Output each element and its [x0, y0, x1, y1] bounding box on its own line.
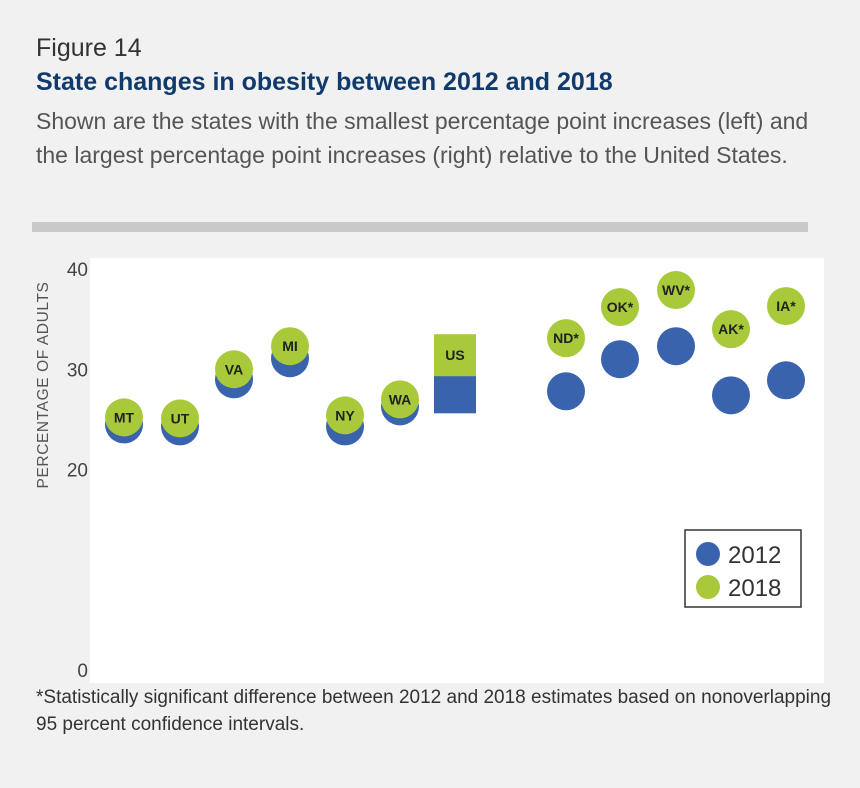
point-2018: [712, 310, 750, 349]
point-2018: [381, 380, 419, 419]
point-label: OK*: [607, 299, 634, 315]
legend-label-2018: 2018: [728, 575, 781, 602]
figure-label: Figure 14: [36, 34, 142, 62]
chart-subtitle: Shown are the states with the smallest p…: [36, 108, 809, 168]
point-label: WV*: [662, 282, 691, 298]
legend-marker-2012: [696, 542, 720, 566]
point-2012: [657, 327, 695, 366]
point-label: MT: [114, 409, 135, 425]
point-label: US: [445, 347, 464, 363]
point-label: UT: [171, 410, 190, 426]
point-label: NY: [335, 407, 355, 423]
point-2012: [601, 340, 639, 379]
point-2018: [767, 287, 805, 326]
point-2018: [657, 271, 695, 310]
y-tick-label: 40: [67, 260, 88, 281]
point-2012: [547, 372, 585, 411]
point-2012-us-square: [434, 371, 476, 414]
point-2018: [547, 319, 585, 358]
point-label: AK*: [718, 321, 744, 337]
plot-area: [90, 258, 824, 683]
divider: [32, 222, 808, 232]
point-2012: [767, 361, 805, 400]
point-2018-us-square: [434, 334, 476, 377]
point-2018: [215, 350, 253, 389]
point-label: IA*: [776, 298, 796, 314]
point-label: WA: [389, 391, 412, 407]
point-2018: [326, 396, 364, 435]
chart-title: State changes in obesity between 2012 an…: [36, 68, 613, 96]
point-2018: [105, 398, 143, 437]
point-2018: [601, 288, 639, 327]
footnote: *Statistically significant difference be…: [36, 687, 832, 735]
point-2018: [271, 327, 309, 366]
legend-label-2012: 2012: [728, 542, 781, 569]
y-axis-label: PERCENTAGE OF ADULTS: [35, 282, 52, 489]
y-tick-label: 0: [77, 661, 88, 682]
point-label: VA: [225, 361, 243, 377]
point-label: MI: [282, 338, 298, 354]
point-label: ND*: [553, 330, 579, 346]
point-2012: [712, 376, 750, 415]
point-2018: [161, 399, 199, 438]
legend-marker-2018: [696, 575, 720, 599]
y-tick-label: 20: [67, 461, 88, 482]
y-tick-label: 30: [67, 360, 88, 381]
